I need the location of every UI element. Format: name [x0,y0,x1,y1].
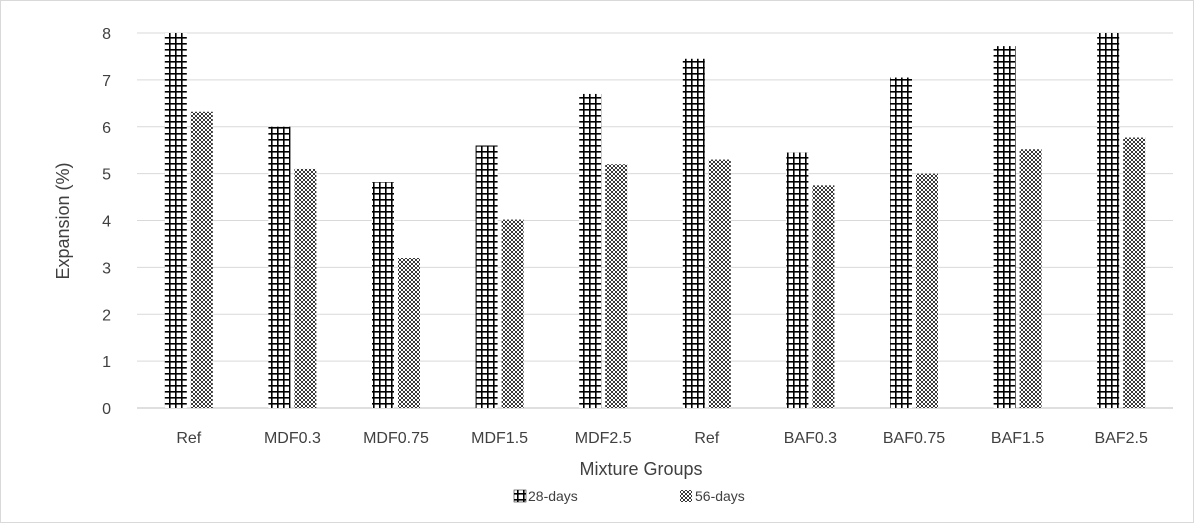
x-tick-label: Ref [176,430,201,447]
bar-56-days-8 [916,173,938,408]
y-tick-label: 4 [102,214,111,231]
x-tick-label: BAF0.75 [883,430,945,447]
bar-28-days-9 [993,46,1016,408]
bar-56-days-6 [708,159,731,408]
y-tick-label: 2 [102,307,111,324]
bar-28-days-10 [1097,33,1120,408]
y-tick-label: 7 [102,73,111,90]
x-tick-label: BAF2.5 [1095,430,1148,447]
x-tick-label: Ref [694,430,719,447]
y-tick-label: 0 [102,401,111,418]
y-axis-title: Expansion (%) [53,162,73,279]
legend-swatch-28-days [513,489,527,503]
bar-28-days-8 [890,77,912,408]
gridlines [137,32,1173,409]
bar-56-days-5 [605,164,628,408]
legend-swatch-56-days [680,490,692,502]
y-tick-label: 6 [102,120,111,137]
x-tick-label: MDF1.5 [471,430,528,447]
bar-28-days-2 [268,126,291,408]
x-tick-label: MDF0.75 [363,430,429,447]
y-tick-label: 1 [102,354,111,371]
bar-56-days-7 [812,185,835,408]
bars [164,33,1146,408]
y-tick-label: 3 [102,260,111,277]
tick-labels: 0 1 2 3 4 5 6 7 8 Ref MDF0.3 MDF0.75 MDF1.5 MDF2.5 Ref… [102,26,1148,447]
bar-56-days-1 [190,111,213,408]
y-tick-label: 8 [102,26,111,43]
bar-56-days-3 [398,258,420,408]
x-tick-label: BAF0.3 [784,430,837,447]
bar-28-days-7 [786,152,809,408]
legend-label-28-days: 28-days [528,488,578,504]
bar-56-days-2 [294,168,317,408]
bar-28-days-1 [164,33,187,408]
bar-56-days-9 [1019,149,1042,408]
bar-28-days-3 [372,182,394,408]
bar-56-days-10 [1123,137,1146,408]
x-tick-label: MDF0.3 [264,430,321,447]
bar-28-days-6 [682,58,705,408]
bar-28-days-4 [475,145,498,408]
bar-28-days-5 [579,93,602,408]
x-tick-label: BAF1.5 [991,430,1044,447]
legend-label-56-days: 56-days [695,488,745,504]
legend: 28-days 56-days [513,488,745,504]
x-axis-title: Mixture Groups [579,459,702,479]
x-tick-label: MDF2.5 [575,430,632,447]
bar-56-days-4 [501,219,524,408]
y-tick-label: 5 [102,167,111,184]
